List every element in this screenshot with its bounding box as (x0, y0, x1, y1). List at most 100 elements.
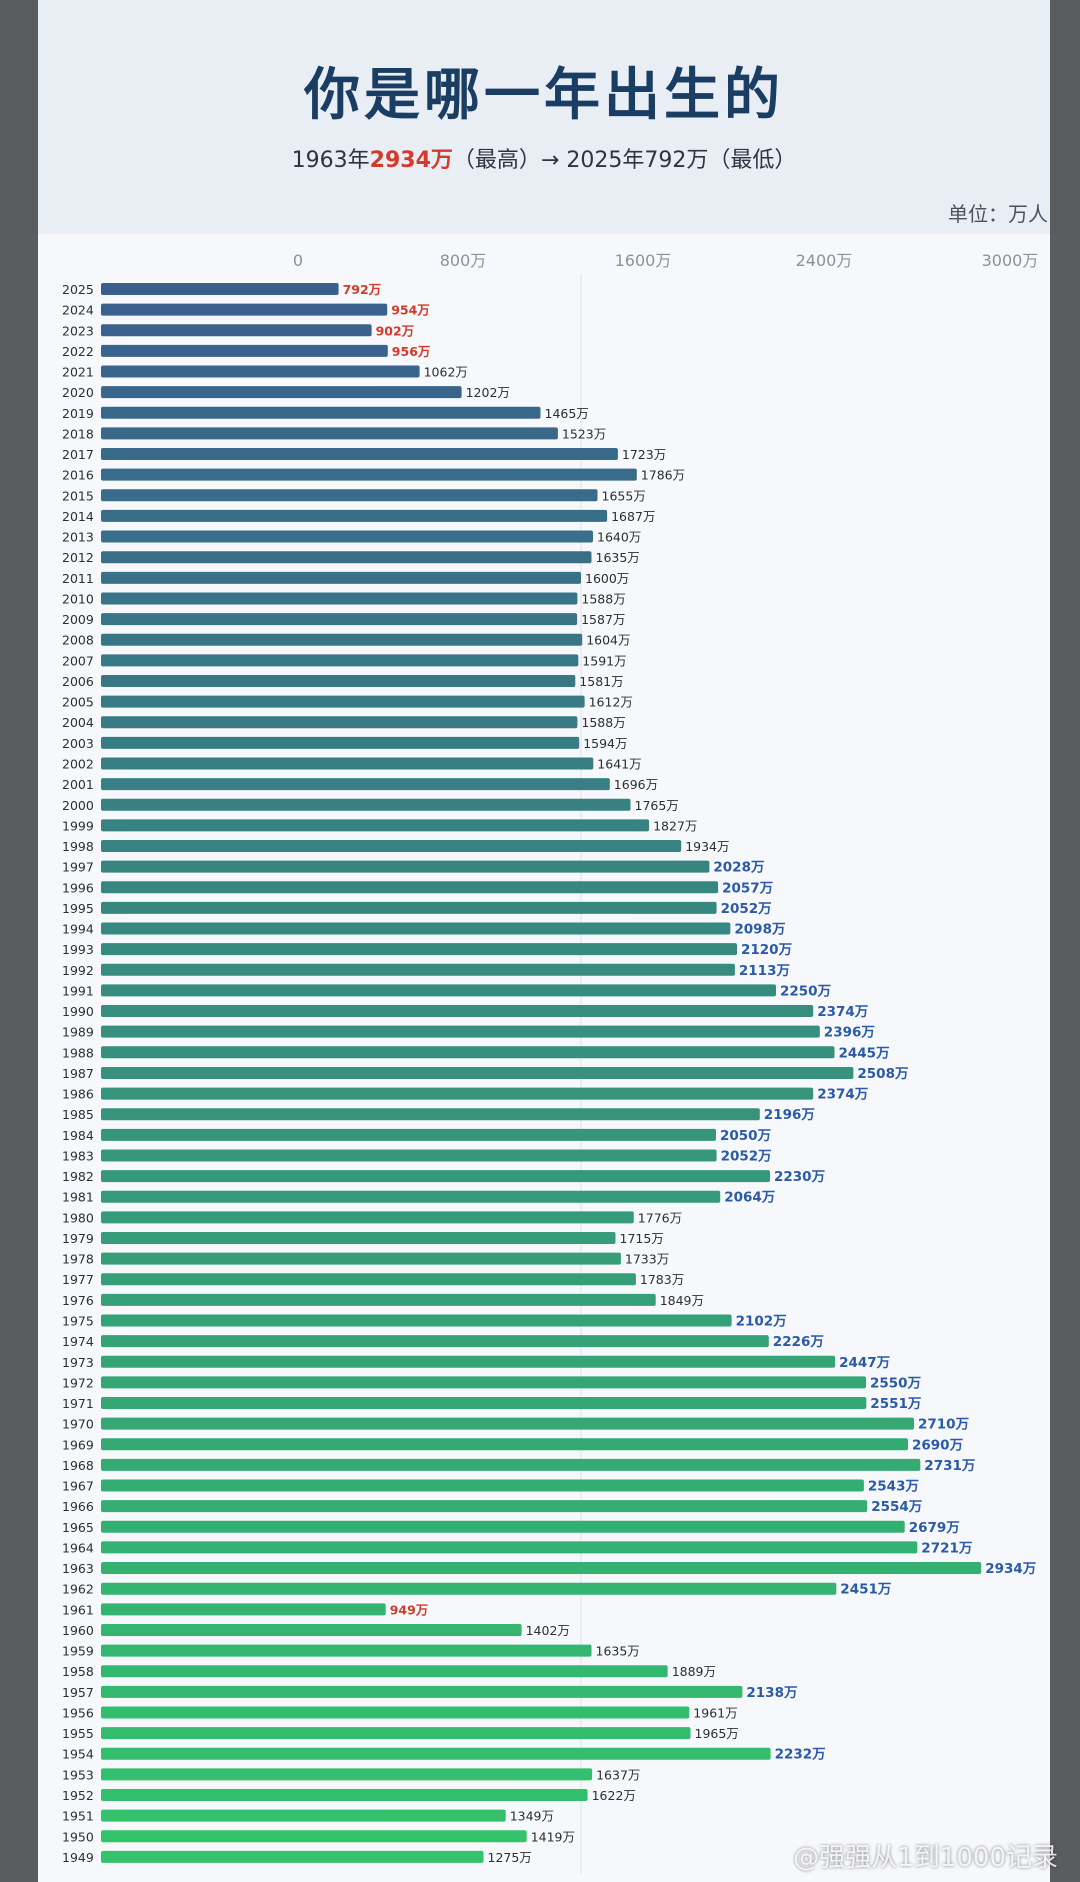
y-tick-label: 1990 (62, 1004, 94, 1019)
data-label: 1641万 (597, 756, 641, 771)
data-label: 2508万 (857, 1066, 908, 1082)
bar (101, 1355, 836, 1368)
y-tick-label: 2006 (62, 674, 94, 689)
y-tick-label: 1998 (62, 839, 94, 854)
data-label: 1600万 (585, 571, 629, 586)
x-tick-label: 2400万 (796, 251, 853, 270)
bar (101, 344, 388, 357)
data-label: 2050万 (720, 1128, 771, 1144)
data-label: 2052万 (721, 901, 772, 917)
data-label: 1786万 (641, 468, 685, 483)
y-tick-label: 1999 (62, 818, 94, 833)
bar (101, 1603, 386, 1616)
y-tick-label: 1979 (62, 1231, 94, 1246)
bar (101, 1417, 914, 1430)
y-tick-label: 1987 (62, 1066, 94, 1081)
y-tick-label: 1973 (62, 1355, 94, 1370)
data-label: 1934万 (685, 839, 729, 854)
data-label: 2102万 (736, 1314, 787, 1330)
bar (101, 1623, 522, 1636)
subtitle-part1: 1963年 (291, 148, 370, 173)
data-label: 1588万 (581, 591, 625, 606)
bar (101, 1066, 854, 1079)
y-tick-label: 2024 (62, 303, 94, 318)
data-label: 2196万 (764, 1107, 815, 1123)
y-tick-label: 1956 (62, 1705, 94, 1720)
y-tick-label: 1954 (62, 1747, 94, 1762)
data-label: 2230万 (774, 1169, 825, 1185)
chart-subtitle: 1963年2934万（最高）→ 2025年792万（最低） (38, 142, 1050, 174)
bar (101, 860, 710, 873)
bar (101, 984, 776, 997)
y-tick-label: 2023 (62, 323, 94, 338)
data-label: 1465万 (545, 406, 589, 421)
bar (101, 283, 339, 295)
bar (101, 1809, 506, 1822)
data-label: 1635万 (596, 550, 640, 565)
y-tick-label: 1968 (62, 1458, 94, 1473)
y-tick-label: 1962 (62, 1582, 94, 1597)
data-label: 2052万 (721, 1148, 772, 1164)
watermark: @强强从1到1000记录 (793, 1843, 1058, 1873)
data-label: 1062万 (424, 365, 468, 380)
data-label: 2679万 (909, 1520, 960, 1536)
bar (101, 1644, 592, 1657)
bar (101, 1520, 905, 1533)
y-tick-label: 1977 (62, 1272, 94, 1287)
bar (101, 1706, 690, 1719)
y-tick-label: 1986 (62, 1087, 94, 1102)
y-tick-label: 1996 (62, 880, 94, 895)
y-tick-label: 1970 (62, 1417, 94, 1432)
data-label: 2445万 (839, 1045, 890, 1061)
data-label: 2250万 (780, 983, 831, 999)
y-tick-label: 1971 (62, 1396, 94, 1411)
bar (101, 943, 737, 956)
y-tick-label: 1951 (62, 1809, 94, 1824)
bar (101, 1727, 691, 1740)
bar (101, 1562, 982, 1575)
x-tick-label: 3000万 (982, 251, 1039, 270)
bar (101, 1108, 760, 1121)
bar (101, 1211, 634, 1224)
data-label: 1723万 (622, 447, 666, 462)
bar (101, 819, 650, 832)
y-tick-label: 1972 (62, 1375, 94, 1390)
data-label: 1587万 (581, 612, 625, 627)
y-tick-label: 2013 (62, 530, 94, 545)
data-label: 1622万 (592, 1788, 636, 1803)
y-tick-label: 1983 (62, 1148, 94, 1163)
data-label: 2447万 (839, 1355, 890, 1371)
bar (101, 881, 719, 894)
bar (101, 901, 717, 914)
data-label: 1715万 (620, 1231, 664, 1246)
y-tick-label: 2022 (62, 344, 94, 359)
y-tick-label: 1976 (62, 1293, 94, 1308)
data-label: 1965万 (695, 1726, 739, 1741)
x-tick-label: 0 (293, 251, 303, 270)
subtitle-part2: （最高）→ 2025年792万（最低） (452, 148, 797, 173)
data-label: 2396万 (824, 1025, 875, 1041)
data-label: 956万 (392, 344, 431, 359)
data-label: 1604万 (586, 633, 630, 648)
data-label: 1523万 (562, 426, 606, 441)
data-label: 2374万 (817, 1004, 868, 1020)
data-label: 1849万 (660, 1293, 704, 1308)
bar (101, 468, 637, 481)
bar (101, 654, 579, 667)
bar (101, 571, 581, 584)
x-tick-label: 1600万 (615, 251, 672, 270)
y-tick-label: 2018 (62, 426, 94, 441)
y-tick-label: 2015 (62, 488, 94, 503)
data-label: 1202万 (466, 385, 510, 400)
unit-label: 单位：万人 (948, 202, 1048, 226)
y-tick-label: 1969 (62, 1437, 94, 1452)
bar (101, 1128, 716, 1141)
y-tick-label: 1963 (62, 1561, 94, 1576)
bar (101, 716, 578, 729)
y-tick-label: 2009 (62, 612, 94, 627)
bar (101, 1541, 918, 1554)
data-label: 902万 (376, 323, 415, 338)
data-label: 2113万 (739, 963, 790, 979)
bar (101, 386, 462, 399)
data-label: 1733万 (625, 1252, 669, 1267)
